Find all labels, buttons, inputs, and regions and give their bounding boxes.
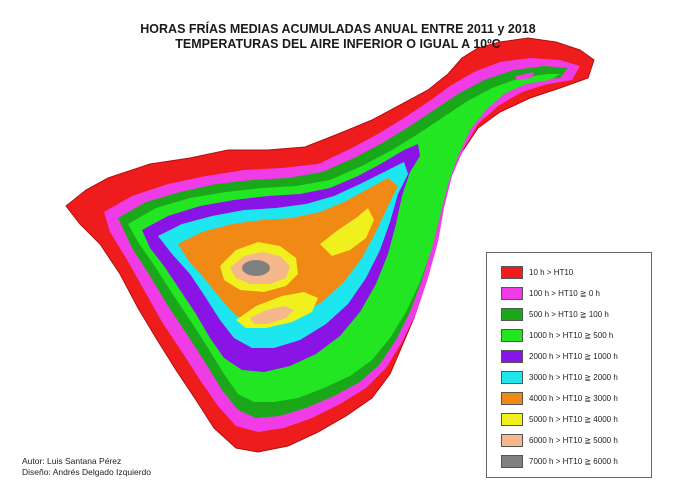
map-legend: 10 h > HT10 100 h > HT10 ≧ 0 h 500 h > H… bbox=[486, 252, 652, 478]
legend-item: 10 h > HT10 bbox=[501, 265, 573, 279]
legend-swatch bbox=[501, 433, 523, 447]
legend-item: 7000 h > HT10 ≧ 6000 h bbox=[501, 454, 618, 468]
legend-item: 4000 h > HT10 ≧ 3000 h bbox=[501, 391, 618, 405]
legend-label: 10 h > HT10 bbox=[529, 267, 574, 277]
title-line-2: TEMPERATURAS DEL AIRE INFERIOR O IGUAL A… bbox=[175, 37, 501, 51]
legend-swatch bbox=[501, 412, 523, 426]
zone-grey bbox=[242, 260, 270, 276]
legend-item: 3000 h > HT10 ≧ 2000 h bbox=[501, 370, 618, 384]
legend-item: 1000 h > HT10 ≧ 500 h bbox=[501, 328, 613, 342]
legend-label: 7000 h > HT10 ≧ 6000 h bbox=[529, 456, 618, 466]
design-credit: Diseño: Andrés Delgado Izquierdo bbox=[22, 467, 151, 477]
zone-ne-strip bbox=[516, 72, 534, 80]
zone-yellow-2 bbox=[320, 208, 374, 256]
legend-swatch bbox=[501, 349, 523, 363]
legend-swatch bbox=[501, 454, 523, 468]
legend-swatch bbox=[501, 370, 523, 384]
zone-orange bbox=[178, 178, 398, 324]
legend-swatch bbox=[501, 286, 523, 300]
legend-label: 100 h > HT10 ≧ 0 h bbox=[529, 288, 600, 298]
legend-label: 4000 h > HT10 ≧ 3000 h bbox=[529, 393, 618, 403]
legend-label: 5000 h > HT10 ≧ 4000 h bbox=[529, 414, 618, 424]
legend-label: 3000 h > HT10 ≧ 2000 h bbox=[529, 372, 618, 382]
legend-item: 100 h > HT10 ≧ 0 h bbox=[501, 286, 600, 300]
legend-swatch bbox=[501, 391, 523, 405]
legend-label: 1000 h > HT10 ≧ 500 h bbox=[529, 330, 614, 340]
author-credit: Autor: Luis Santana Pérez bbox=[22, 456, 122, 466]
title-line-1: HORAS FRÍAS MEDIAS ACUMULADAS ANUAL ENTR… bbox=[140, 22, 536, 36]
map-title: HORAS FRÍAS MEDIAS ACUMULADAS ANUAL ENTR… bbox=[0, 22, 676, 52]
legend-swatch bbox=[501, 307, 523, 321]
legend-item: 500 h > HT10 ≧ 100 h bbox=[501, 307, 609, 321]
map-credits: Autor: Luis Santana Pérez Diseño: Andrés… bbox=[22, 456, 151, 478]
legend-label: 6000 h > HT10 ≧ 5000 h bbox=[529, 435, 618, 445]
legend-swatch bbox=[501, 265, 523, 279]
legend-item: 6000 h > HT10 ≧ 5000 h bbox=[501, 433, 618, 447]
zone-peach-2 bbox=[250, 306, 294, 324]
legend-item: 2000 h > HT10 ≧ 1000 h bbox=[501, 349, 618, 363]
legend-swatch bbox=[501, 328, 523, 342]
legend-label: 500 h > HT10 ≧ 100 h bbox=[529, 309, 609, 319]
legend-label: 2000 h > HT10 ≧ 1000 h bbox=[529, 351, 618, 361]
legend-item: 5000 h > HT10 ≧ 4000 h bbox=[501, 412, 618, 426]
